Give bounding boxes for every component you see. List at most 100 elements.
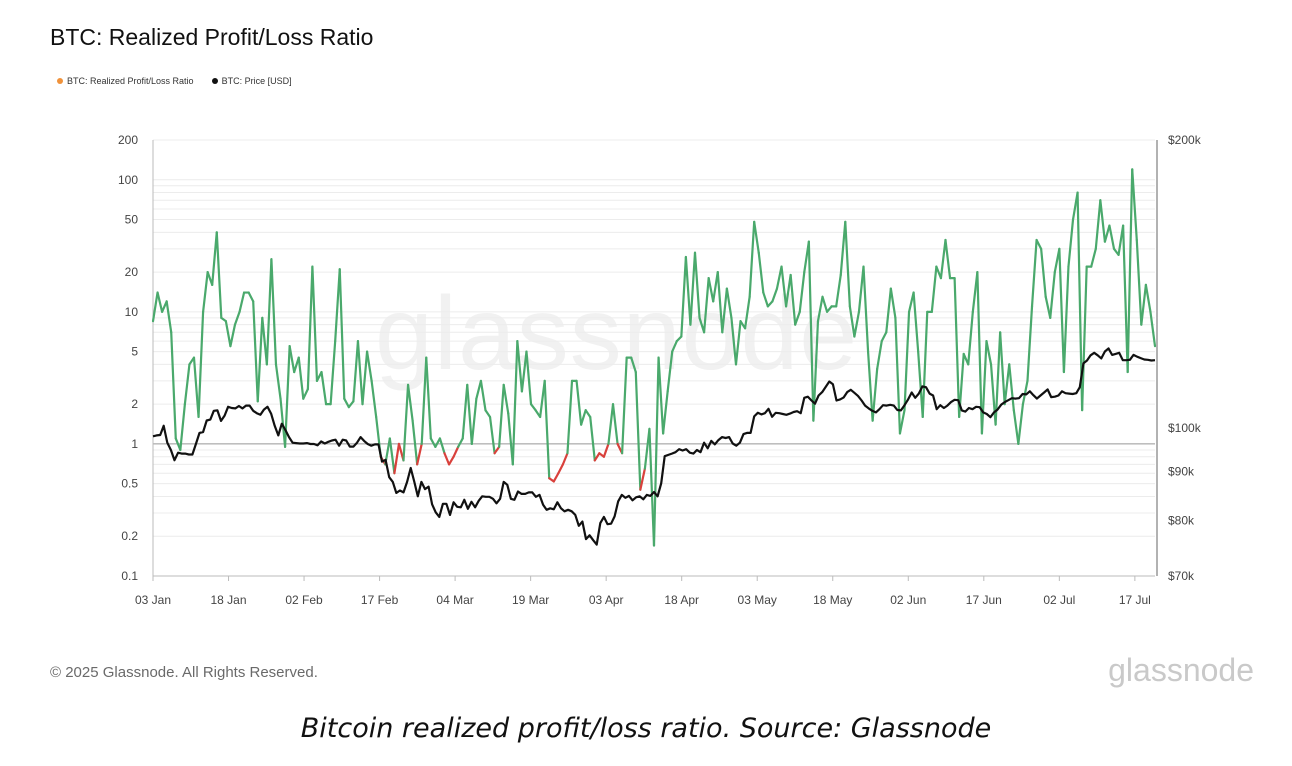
x-tick-label: 03 Jan: [135, 593, 171, 607]
ratio-segment: [1026, 305, 1034, 383]
ratio-segment: [338, 268, 346, 400]
x-tick-label: 17 Feb: [361, 593, 399, 607]
ratio-segment: [1035, 238, 1043, 250]
left-tick-label: 0.5: [121, 477, 138, 491]
ratio-segment: [1144, 283, 1152, 313]
ratio-segment: [447, 455, 455, 466]
ratio-segment: [903, 310, 911, 412]
ratio-segment: [297, 356, 305, 400]
ratio-segment: [835, 273, 842, 308]
legend-dot-icon: [211, 78, 218, 84]
ratio-segment: [557, 463, 565, 475]
right-tick-label: $70k: [1168, 569, 1195, 583]
ratio-segment: [429, 437, 437, 448]
ratio-segment: [356, 340, 364, 406]
ratio-segment: [192, 356, 200, 419]
ratio-segment: [197, 310, 205, 419]
ratio-segment: [170, 331, 177, 440]
legend-item-ratio[interactable]: BTC: Realized Profit/Loss Ratio: [57, 76, 194, 86]
ratio-segment: [502, 383, 510, 415]
ratio-segment: [416, 442, 423, 466]
ratio-segment: [425, 356, 432, 440]
ratio-segment: [1081, 265, 1088, 412]
ratio-segment: [712, 270, 719, 303]
ratio-segment: [894, 316, 902, 435]
ratio-segment: [1140, 283, 1147, 326]
ratio-segment: [393, 442, 401, 475]
ratio-segment: [202, 270, 209, 313]
ratio-segment: [1058, 247, 1066, 374]
ratio-segment: [484, 409, 492, 419]
ratio-segment: [151, 291, 159, 323]
ratio-segment: [1062, 265, 1070, 374]
ratio-segment: [730, 316, 738, 366]
ratio-segment: [274, 363, 282, 400]
left-tick-label: 2: [131, 397, 138, 411]
ratio-segment: [1099, 199, 1107, 243]
ratio-segment: [611, 403, 619, 446]
ratio-segment: [844, 220, 851, 308]
ratio-segment: [602, 442, 610, 458]
right-axis-ticks: $200k $100k $90k $80k $70k: [1168, 133, 1202, 583]
ratio-segment: [853, 310, 861, 338]
ratio-segment: [980, 340, 988, 435]
ratio-segment: [511, 340, 519, 466]
ratio-segment: [725, 287, 733, 319]
ratio-segment: [352, 340, 360, 403]
ratio-segment: [156, 291, 164, 313]
ratio-segment: [898, 409, 906, 435]
ratio-segment: [457, 437, 464, 448]
ratio-segment: [252, 300, 259, 403]
ratio-segment: [452, 445, 460, 458]
ratio-segment: [666, 350, 674, 393]
ratio-segment: [593, 452, 601, 462]
left-tick-label: 0.1: [121, 569, 138, 583]
ratio-segment: [215, 231, 223, 319]
ratio-segment: [680, 255, 687, 338]
left-axis-ticks: 200 100 50 20 10 5 2 1 0.5 0.2 0.1: [118, 133, 138, 583]
ratio-series: [151, 168, 1157, 547]
ratio-segment: [930, 265, 938, 313]
ratio-segment: [775, 265, 783, 290]
ratio-segment: [807, 240, 815, 422]
ratio-segment: [580, 409, 587, 426]
axes: [152, 140, 1158, 577]
left-tick-label: 200: [118, 133, 138, 147]
ratio-segment: [812, 320, 820, 422]
ratio-segment: [461, 383, 469, 440]
ratio-segment: [247, 291, 255, 303]
ratio-segment: [589, 415, 596, 462]
ratio-segment: [630, 356, 637, 374]
left-tick-label: 50: [125, 213, 139, 227]
ratio-segment: [516, 340, 524, 393]
price-series: [152, 347, 1156, 546]
ratio-segment: [434, 437, 442, 448]
ratio-segment: [771, 287, 779, 303]
left-tick-label: 0.2: [121, 529, 138, 543]
x-axis-ticks: 03 Jan 18 Jan 02 Feb 17 Feb 04 Mar 19 Mar 03 A…: [135, 576, 1151, 607]
x-tick-label: 04 Mar: [436, 593, 473, 607]
ratio-segment: [784, 273, 792, 308]
ratio-segment: [794, 310, 801, 326]
ratio-segment: [762, 291, 769, 308]
ratio-segment: [671, 340, 678, 353]
x-tick-label: 18 May: [813, 593, 852, 607]
legend: BTC: Realized Profit/Loss Ratio BTC: Pri…: [57, 76, 292, 86]
ratio-segment: [967, 310, 974, 366]
ratio-segment: [716, 270, 724, 334]
ratio-segment: [939, 238, 947, 280]
ratio-segment: [821, 295, 829, 313]
ratio-segment: [311, 265, 319, 383]
ratio-segment: [1017, 403, 1025, 446]
legend-item-price[interactable]: BTC: Price [USD]: [211, 76, 292, 86]
chart-title: BTC: Realized Profit/Loss Ratio: [50, 24, 374, 50]
ratio-segment: [329, 340, 337, 406]
legend-label: BTC: Realized Profit/Loss Ratio: [67, 76, 194, 86]
x-tick-label: 17 Jul: [1119, 593, 1151, 607]
ratio-segment: [721, 287, 728, 334]
right-tick-label: $80k: [1168, 514, 1195, 528]
ratio-segment: [621, 356, 628, 455]
ratio-segment: [1044, 295, 1052, 319]
ratio-segment: [1103, 224, 1111, 243]
